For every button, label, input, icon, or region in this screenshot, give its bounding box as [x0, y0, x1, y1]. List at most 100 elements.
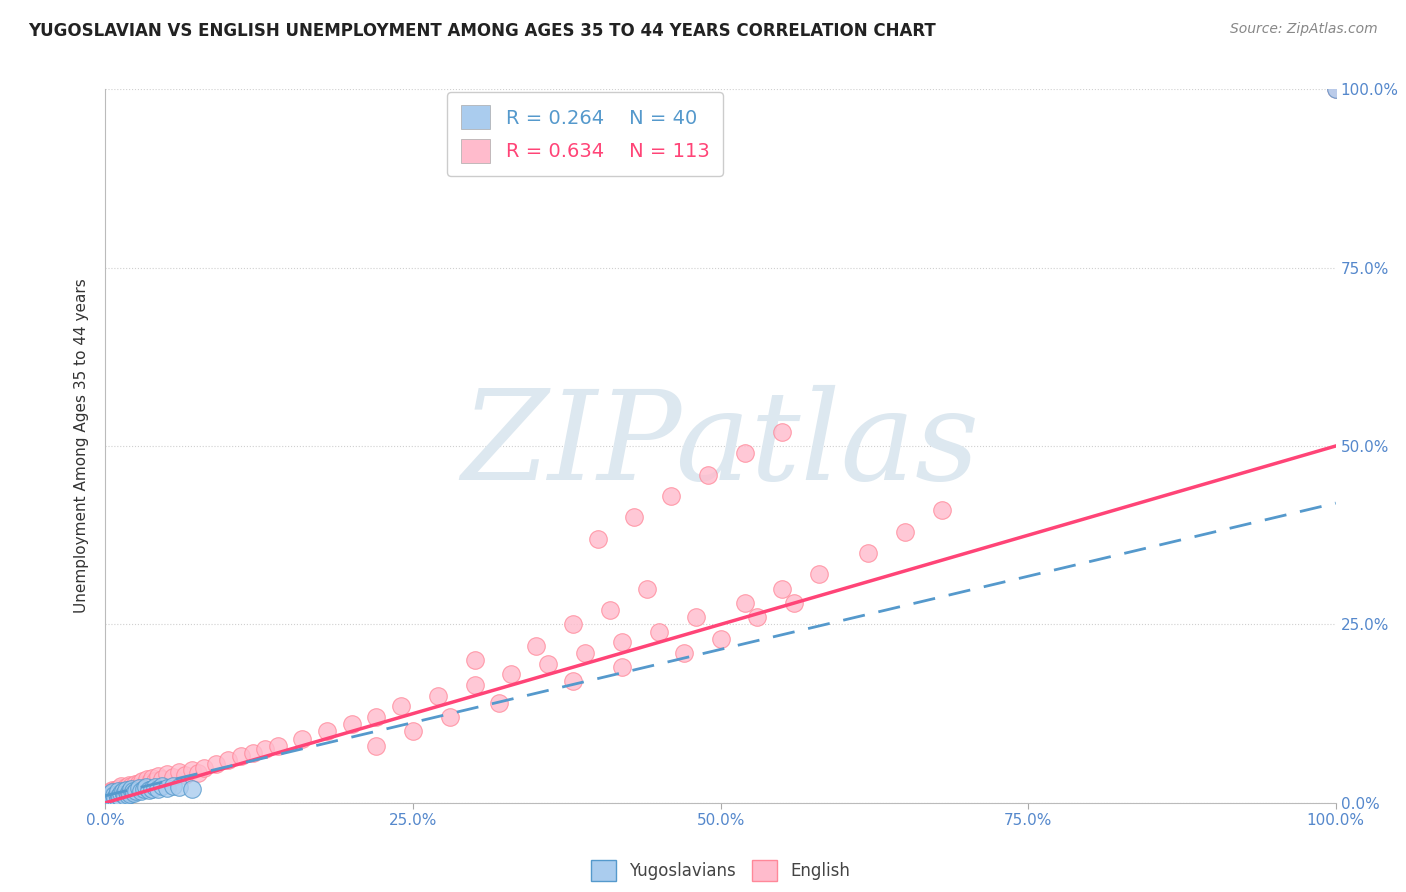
Point [340, 717, 363, 731]
Point [439, 710, 461, 724]
Point [162, 770, 184, 784]
Point [107, 789, 129, 803]
Point [610, 660, 633, 674]
Point [128, 776, 150, 790]
Point [98, 785, 121, 799]
Point [254, 742, 277, 756]
Point [648, 624, 671, 639]
Point [156, 767, 179, 781]
Point [180, 781, 202, 796]
Point [124, 777, 146, 791]
Point [586, 532, 609, 546]
Point [110, 790, 132, 805]
Point [464, 653, 486, 667]
Point [105, 782, 128, 797]
Point [98, 793, 121, 807]
Point [101, 787, 124, 801]
Point [134, 776, 156, 790]
Point [464, 678, 486, 692]
Point [94, 794, 117, 808]
Point [96, 789, 118, 804]
Point [110, 784, 132, 798]
Point [98, 787, 122, 801]
Point [858, 546, 880, 560]
Point [96, 792, 118, 806]
Point [366, 710, 388, 724]
Point [672, 646, 695, 660]
Point [100, 783, 122, 797]
Point [710, 632, 733, 646]
Point [366, 739, 388, 753]
Point [685, 610, 707, 624]
Point [98, 788, 121, 802]
Point [112, 787, 135, 801]
Point [122, 786, 145, 800]
Point [94, 792, 117, 806]
Point [118, 778, 141, 792]
Point [169, 765, 191, 780]
Point [291, 731, 314, 746]
Point [623, 510, 645, 524]
Point [108, 783, 131, 797]
Point [747, 610, 769, 624]
Point [129, 784, 152, 798]
Point [636, 582, 658, 596]
Point [807, 567, 830, 582]
Point [180, 763, 202, 777]
Point [111, 784, 134, 798]
Point [100, 789, 122, 804]
Point [894, 524, 917, 539]
Point [121, 784, 143, 798]
Point [104, 788, 127, 802]
Point [98, 789, 122, 804]
Point [125, 780, 148, 794]
Point [107, 783, 129, 797]
Point [107, 781, 129, 796]
Point [108, 789, 131, 803]
Point [97, 790, 120, 805]
Text: ZIPatlas: ZIPatlas [461, 385, 980, 507]
Point [117, 788, 139, 802]
Point [148, 782, 170, 797]
Point [105, 787, 128, 801]
Point [110, 786, 132, 800]
Point [402, 724, 425, 739]
Point [98, 790, 122, 805]
Point [110, 780, 132, 795]
Point [205, 756, 228, 771]
Point [770, 425, 793, 439]
Point [138, 775, 162, 789]
Point [120, 787, 141, 801]
Point [112, 787, 135, 801]
Text: YUGOSLAVIAN VS ENGLISH UNEMPLOYMENT AMONG AGES 35 TO 44 YEARS CORRELATION CHART: YUGOSLAVIAN VS ENGLISH UNEMPLOYMENT AMON… [28, 22, 936, 40]
Point [110, 780, 132, 794]
Point [242, 746, 264, 760]
Point [121, 780, 143, 795]
Point [98, 787, 122, 801]
Point [770, 582, 793, 596]
Point [128, 780, 150, 795]
Point [107, 792, 129, 806]
Point [98, 791, 121, 805]
Point [267, 739, 290, 753]
Point [697, 467, 720, 482]
Point [174, 768, 197, 782]
Point [169, 780, 191, 794]
Point [115, 780, 138, 794]
Point [150, 780, 173, 794]
Point [1324, 82, 1347, 96]
Point [114, 789, 136, 804]
Legend: Yugoslavians, English: Yugoslavians, English [583, 854, 858, 888]
Point [104, 783, 127, 797]
Point [103, 789, 125, 804]
Point [599, 603, 621, 617]
Point [118, 785, 141, 799]
Point [104, 790, 127, 805]
Point [141, 781, 163, 796]
Point [129, 779, 152, 793]
Point [101, 791, 124, 805]
Point [110, 786, 132, 800]
Point [100, 785, 122, 799]
Point [94, 790, 117, 805]
Point [229, 749, 252, 764]
